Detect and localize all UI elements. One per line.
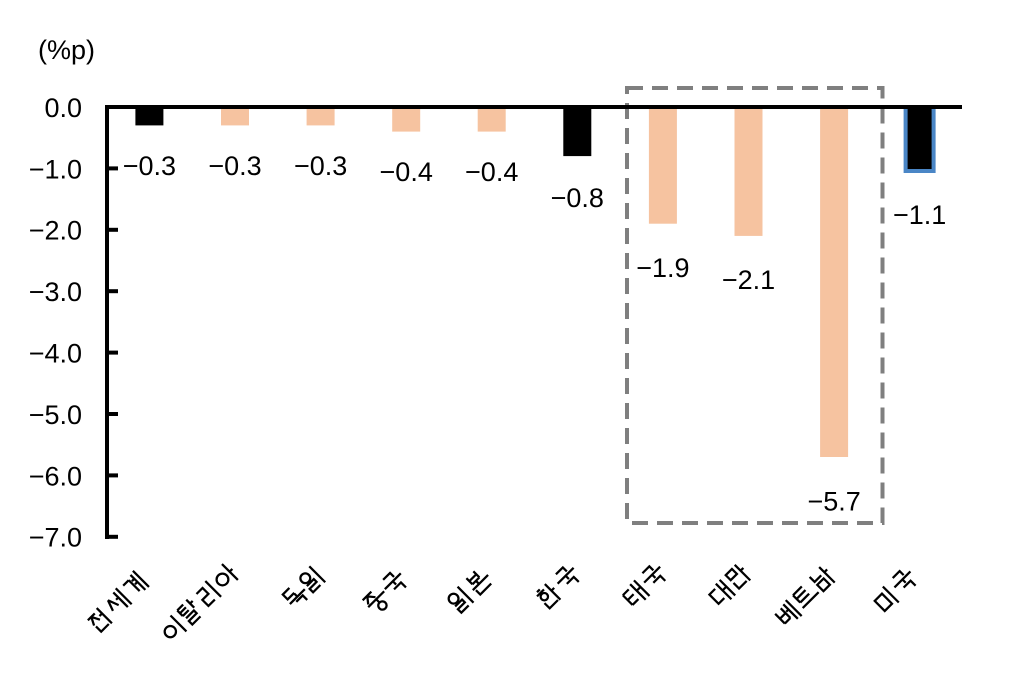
svg-text:−3.0: −3.0 — [29, 277, 82, 307]
svg-text:0.0: 0.0 — [44, 93, 82, 123]
svg-text:−1.1: −1.1 — [893, 200, 946, 230]
svg-text:−2.0: −2.0 — [29, 216, 82, 246]
svg-text:−0.3: −0.3 — [208, 151, 261, 181]
svg-text:−0.4: −0.4 — [380, 157, 433, 187]
svg-text:−6.0: −6.0 — [29, 461, 82, 491]
svg-text:−4.0: −4.0 — [29, 339, 82, 369]
svg-text:−0.8: −0.8 — [551, 183, 604, 213]
svg-text:−1.0: −1.0 — [29, 154, 82, 184]
svg-text:−0.4: −0.4 — [465, 157, 518, 187]
svg-text:−2.1: −2.1 — [722, 265, 775, 295]
svg-text:(%p): (%p) — [38, 35, 95, 65]
svg-text:−7.0: −7.0 — [29, 523, 82, 553]
svg-text:−0.3: −0.3 — [123, 151, 176, 181]
svg-text:−1.9: −1.9 — [636, 253, 689, 283]
svg-text:−5.0: −5.0 — [29, 400, 82, 430]
svg-text:−0.3: −0.3 — [294, 151, 347, 181]
svg-text:−5.7: −5.7 — [807, 487, 860, 517]
